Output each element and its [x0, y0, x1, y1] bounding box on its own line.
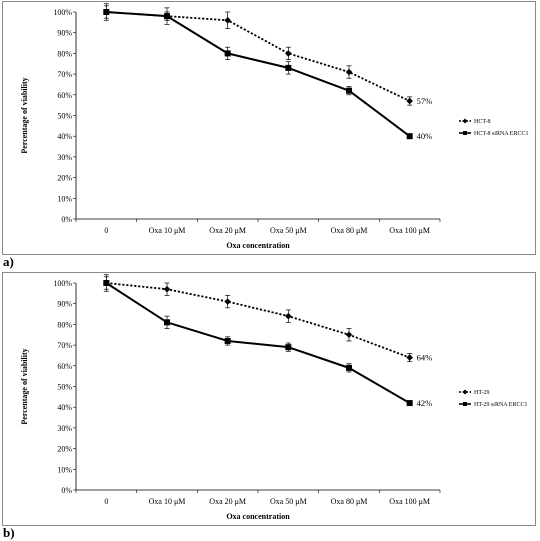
y-tick-label: 40% — [57, 403, 72, 412]
legend-marker — [463, 402, 467, 406]
data-label: 57% — [417, 96, 433, 106]
legend-marker — [463, 131, 467, 135]
x-tick-label: Oxa 100 μM — [389, 497, 430, 506]
y-tick-label: 50% — [57, 112, 72, 121]
legend-label: HT-29 siRNA ERCC1 — [474, 402, 527, 408]
x-tick-label: Oxa 80 μM — [331, 497, 368, 506]
x-tick-label: Oxa 100 μM — [389, 226, 430, 235]
chart-panel-a: 0% 10% 20% 30% 40% 50% 60% 70% 80% 90% 100% 0 Oxa 10… — [2, 1, 536, 255]
data-point — [164, 319, 170, 326]
y-tick-label: 50% — [57, 383, 72, 392]
legend-label: HCT-8 — [474, 119, 490, 125]
y-tick-label: 20% — [57, 174, 72, 183]
data-point — [406, 133, 413, 140]
x-tick-label: 0 — [104, 226, 108, 235]
data-point — [406, 97, 413, 105]
data-point — [285, 312, 292, 320]
y-tick-label: 60% — [57, 362, 72, 371]
y-tick-label: 90% — [57, 29, 72, 38]
data-point — [346, 364, 352, 371]
y-axis-title: Percentage of viability — [20, 77, 29, 153]
y-tick-label: 100% — [53, 8, 72, 17]
legend-label: HT-29 — [474, 390, 489, 396]
data-point — [224, 50, 231, 57]
x-tick-label: 0 — [104, 497, 108, 506]
data-point — [224, 298, 231, 305]
y-tick-label: 30% — [57, 424, 72, 433]
series-line — [106, 282, 410, 359]
data-point — [224, 337, 231, 344]
y-tick-label: 60% — [57, 91, 72, 100]
y-tick-label: 70% — [57, 70, 72, 79]
series-line — [105, 282, 411, 404]
x-tick-label: Oxa 10 μM — [149, 226, 186, 235]
data-point — [346, 87, 352, 94]
y-tick-label: 30% — [57, 153, 72, 162]
legend-marker — [462, 389, 468, 395]
data-point — [345, 331, 353, 339]
y-tick-label: 90% — [57, 300, 72, 309]
y-tick-label: 100% — [53, 279, 72, 288]
y-tick-label: 70% — [57, 341, 72, 350]
x-tick-label: Oxa 50 μM — [270, 226, 307, 235]
data-point — [103, 279, 110, 287]
x-axis-title: Oxa concentration — [226, 512, 290, 521]
chart-b-svg: 0% 10% 20% 30% 40% 50% 60% 70% 80% 90% 100% 0 Oxa 10… — [20, 274, 527, 521]
legend-marker — [462, 118, 468, 124]
x-axis-title: Oxa concentration — [226, 241, 290, 250]
data-point — [163, 285, 171, 293]
data-point — [406, 400, 413, 407]
y-tick-label: 10% — [57, 194, 72, 203]
data-label: 42% — [417, 398, 433, 408]
series-line — [106, 11, 411, 102]
data-point — [163, 12, 171, 20]
x-tick-label: Oxa 20 μM — [209, 226, 246, 235]
panel-label-a: a) — [3, 254, 14, 269]
x-tick-label: Oxa 80 μM — [331, 226, 368, 235]
y-tick-label: 40% — [57, 132, 72, 141]
data-point — [285, 50, 292, 57]
y-axis-title: Percentage of viability — [20, 348, 29, 424]
y-tick-label: 0% — [61, 215, 72, 224]
data-point — [285, 64, 292, 71]
data-label: 64% — [417, 353, 433, 363]
data-point — [406, 354, 413, 361]
y-tick-label: 80% — [57, 320, 72, 329]
x-tick-label: Oxa 10 μM — [149, 497, 186, 506]
y-tick-label: 80% — [57, 49, 72, 58]
data-point — [345, 68, 353, 76]
series-line — [106, 11, 411, 137]
data-label: 40% — [417, 131, 433, 141]
data-point — [103, 8, 110, 16]
legend-label: HCT-8 siRNA ERCC1 — [474, 131, 528, 137]
panel-label-b: b) — [3, 525, 15, 540]
data-point — [224, 16, 231, 24]
chart-a-svg: 0% 10% 20% 30% 40% 50% 60% 70% 80% 90% 100% 0 Oxa 10… — [20, 3, 528, 250]
data-point — [285, 344, 292, 351]
y-tick-label: 10% — [57, 465, 72, 474]
chart-panel-b: 0% 10% 20% 30% 40% 50% 60% 70% 80% 90% 100% 0 Oxa 10… — [2, 272, 536, 526]
y-tick-label: 0% — [61, 486, 72, 495]
x-tick-label: Oxa 50 μM — [270, 497, 307, 506]
y-tick-label: 20% — [57, 445, 72, 454]
x-tick-label: Oxa 20 μM — [209, 497, 246, 506]
